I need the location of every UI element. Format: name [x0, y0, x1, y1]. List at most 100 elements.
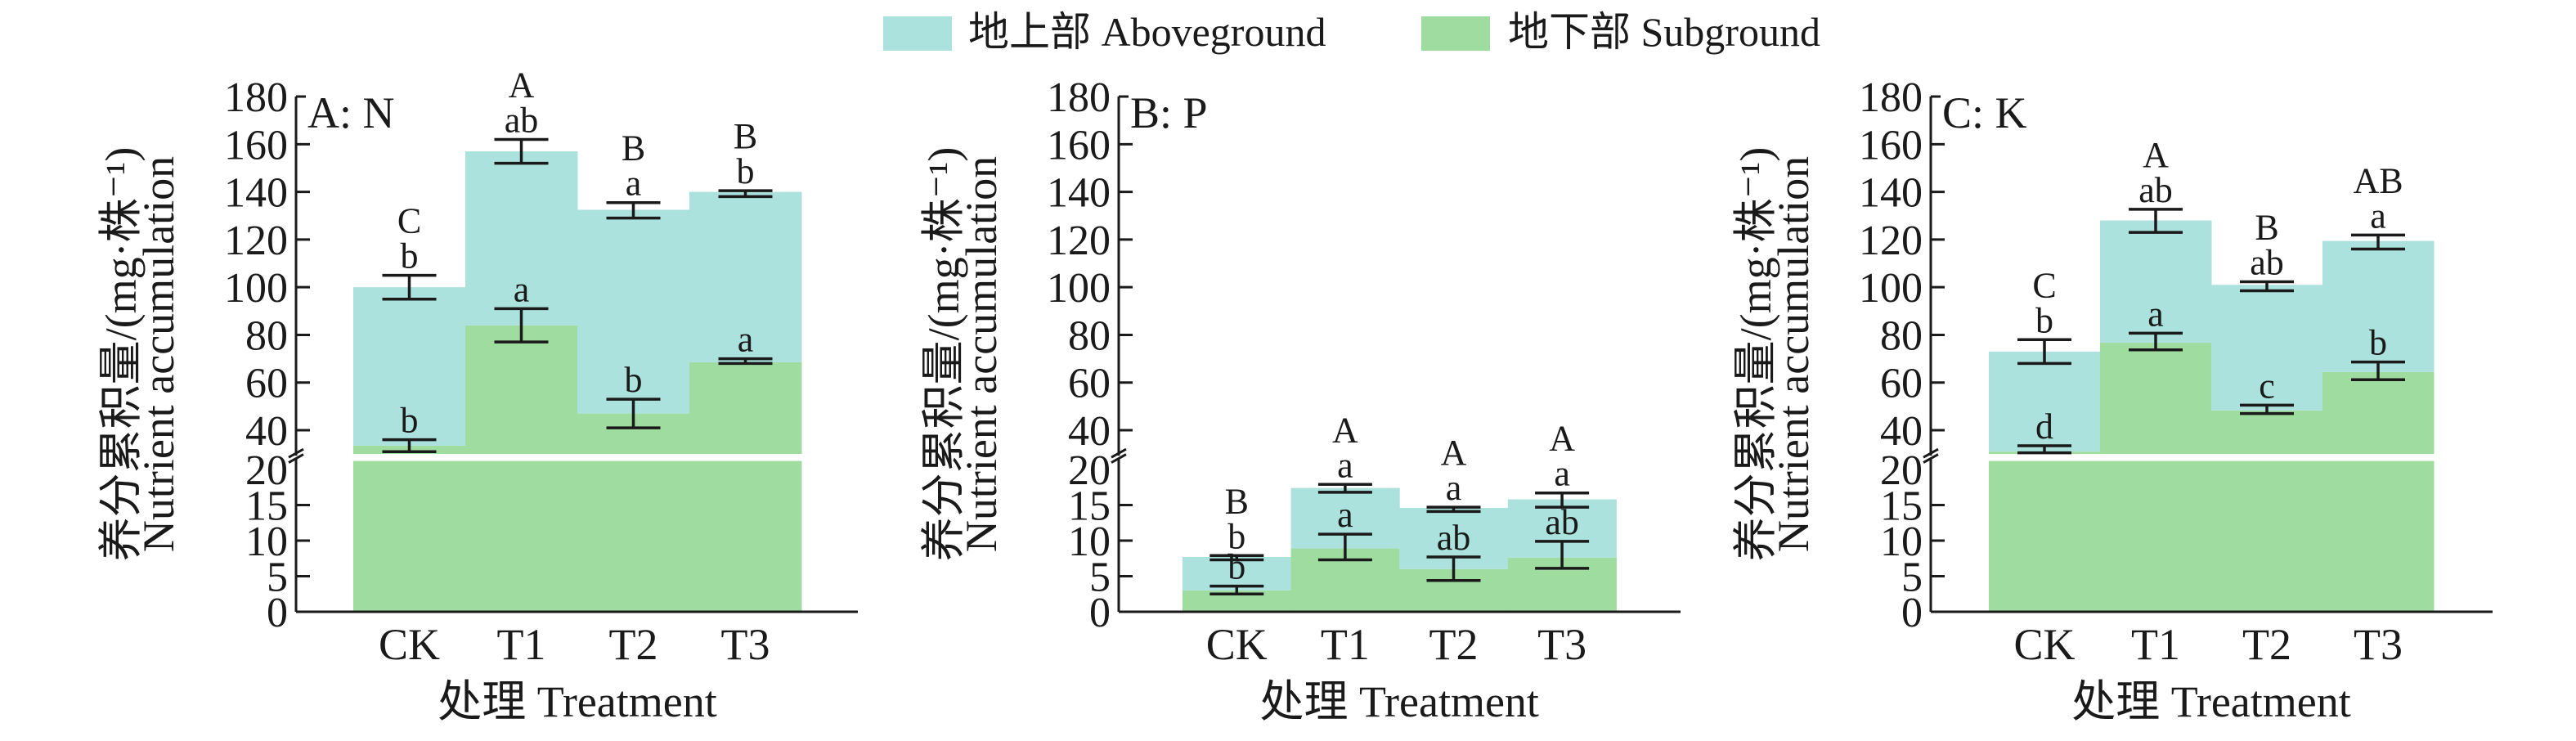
y-tick-label: 60 [1880, 361, 1923, 407]
y-tick-label: 80 [1880, 312, 1923, 359]
y-tick-label: 60 [245, 361, 288, 407]
significance-letter-subground: a [738, 320, 754, 360]
y-tick-label: 140 [1859, 170, 1923, 217]
y-axis-title-cn: 养分累积量/(mg·株⁻¹) [919, 147, 968, 562]
bar-subground [2211, 410, 2323, 455]
significance-letter-subground: b [2369, 323, 2387, 363]
significance-letter-aboveground: b [1227, 516, 1245, 556]
significance-letter-total: B [734, 116, 757, 156]
significance-letter-total: A [2143, 135, 2169, 175]
significance-letter-subground: ab [1545, 502, 1579, 542]
x-tick-label: T3 [721, 620, 770, 669]
bar-aboveground [1989, 351, 2101, 452]
significance-letter-total: B [622, 128, 645, 168]
error-bar-aboveground [2240, 280, 2294, 293]
legend-swatch-aboveground [883, 16, 952, 51]
significance-letter-subground: b [401, 401, 419, 441]
error-bar-subground [1317, 532, 1372, 562]
significance-letter-subground: ab [1437, 518, 1471, 558]
bar-aboveground [689, 191, 802, 362]
x-tick-label: T2 [2242, 620, 2291, 669]
error-bar-aboveground [606, 200, 661, 220]
error-bar-aboveground [2129, 208, 2183, 234]
error-bar-subground [2351, 360, 2405, 381]
x-tick-label: CK [2013, 620, 2075, 669]
bar-aboveground [465, 151, 578, 326]
y-tick-label: 160 [1047, 122, 1111, 168]
x-tick-label: T1 [1321, 620, 1370, 669]
bar-aboveground [2211, 285, 2323, 411]
bar-subground [2100, 460, 2212, 612]
y-tick-label: 160 [1859, 122, 1923, 168]
significance-letter-aboveground: b [2035, 300, 2053, 340]
y-tick-label: 20 [245, 447, 288, 494]
y-axis-title-en: Nutrient accumulation [957, 156, 1006, 552]
x-tick-label: T3 [2354, 620, 2403, 669]
error-bar-aboveground [1317, 483, 1372, 494]
significance-letter-total: B [1225, 481, 1249, 521]
bar-subground [2322, 371, 2435, 455]
x-axis-title: 处理 Treatment [2071, 677, 2350, 726]
bar-subground [577, 460, 690, 612]
y-tick-label: 20 [1880, 447, 1923, 494]
error-bar-aboveground [494, 137, 549, 165]
error-bar-subground [2017, 444, 2071, 455]
error-bar-aboveground [1426, 505, 1481, 514]
significance-letter-total: B [2255, 207, 2278, 247]
y-tick-label: 0 [1901, 590, 1923, 636]
y-tick-label: 5 [267, 555, 288, 601]
bar-subground [353, 460, 466, 612]
y-axis-title-en: Nutrient accumulation [1769, 156, 1818, 552]
bar-aboveground [353, 287, 466, 446]
significance-letter-aboveground: a [626, 164, 642, 204]
significance-letter-aboveground: a [1337, 445, 1353, 485]
y-tick-label: 120 [1859, 218, 1923, 264]
axis-break-mark [1111, 447, 1127, 464]
bar-subground [465, 325, 578, 455]
error-bar-subground [2129, 331, 2183, 352]
bar-subground [2100, 343, 2212, 455]
y-tick-label: 40 [1068, 408, 1111, 455]
y-tick-label: 100 [1047, 265, 1111, 312]
y-tick-label: 20 [1068, 447, 1111, 494]
significance-letter-total: A [1332, 410, 1358, 450]
significance-letter-subground: d [2035, 406, 2053, 447]
y-tick-label: 10 [1068, 519, 1111, 565]
panel-label: C: K [1942, 88, 2027, 137]
significance-letter-aboveground: a [1554, 454, 1570, 494]
panel-label: A: N [307, 88, 395, 137]
y-axis-title-cn: 养分累积量/(mg·株⁻¹) [96, 147, 146, 562]
error-bar-subground [1426, 555, 1481, 582]
error-bar-subground [1209, 584, 1264, 595]
bar-subground [465, 460, 578, 612]
error-bar-aboveground [2351, 233, 2405, 251]
bar-aboveground [2322, 240, 2435, 372]
bar-subground [2211, 460, 2323, 612]
error-bar-aboveground [382, 273, 437, 301]
legend-label-aboveground: 地上部 Aboveground [968, 9, 1326, 55]
y-tick-label: 140 [224, 170, 288, 217]
significance-letter-subground: a [1337, 495, 1353, 535]
y-tick-label: 60 [1068, 361, 1111, 407]
bar-aboveground [577, 209, 690, 414]
y-tick-label: 80 [245, 312, 288, 359]
legend: 地上部 Aboveground 地下部 Subground [883, 9, 1820, 55]
bar-subground [2322, 460, 2435, 612]
error-bar-aboveground [1535, 491, 1590, 509]
error-bar-subground [1535, 540, 1590, 570]
x-axis-title: 处理 Treatment [438, 677, 716, 726]
significance-letter-aboveground: b [401, 236, 419, 276]
x-tick-label: T2 [1429, 620, 1479, 669]
y-tick-label: 180 [224, 74, 288, 121]
significance-letter-aboveground: ab [2138, 170, 2173, 210]
x-tick-label: CK [1206, 620, 1268, 669]
axis-break-gap [1183, 454, 1618, 461]
y-tick-label: 5 [1901, 555, 1923, 601]
significance-letter-total: A [509, 65, 535, 105]
y-tick-label: 140 [1047, 170, 1111, 217]
axis-break-mark [288, 447, 304, 464]
error-bar-subground [2240, 403, 2294, 415]
significance-letter-subground: c [2259, 366, 2275, 406]
